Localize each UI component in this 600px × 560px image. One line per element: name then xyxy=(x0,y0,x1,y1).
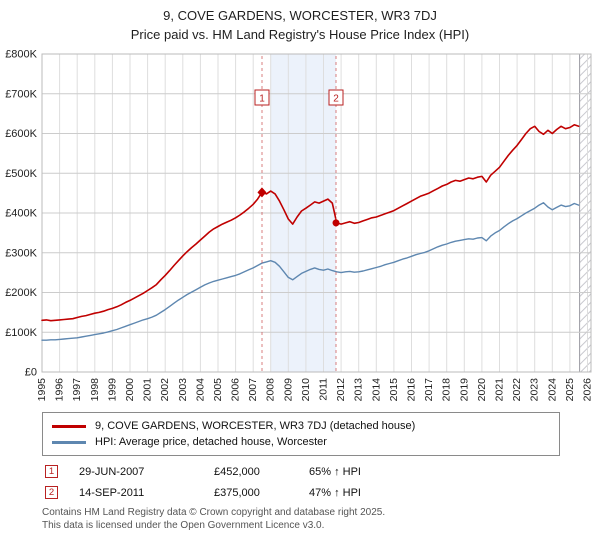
y-tick-label: £300K xyxy=(5,247,37,259)
y-tick-label: £700K xyxy=(5,88,37,100)
x-tick-label: 2001 xyxy=(142,378,154,402)
sale-marker-badge-label: 2 xyxy=(333,94,339,105)
page-subtitle: Price paid vs. HM Land Registry's House … xyxy=(130,27,470,42)
x-tick-label: 1998 xyxy=(89,378,101,402)
x-tick-label: 2013 xyxy=(353,378,365,402)
x-tick-label: 2002 xyxy=(159,378,171,402)
chart-legend: 9, COVE GARDENS, WORCESTER, WR3 7DJ (det… xyxy=(42,412,560,456)
series-line-hpi xyxy=(41,201,580,341)
x-tick-label: 2010 xyxy=(300,378,312,402)
sale-2-hpi-delta: 47% ↑ HPI xyxy=(309,486,361,499)
legend-label-hpi: HPI: Average price, detached house, Worc… xyxy=(95,436,327,448)
y-tick-label: £200K xyxy=(5,287,37,299)
sale-marker-badge xyxy=(328,89,344,106)
sale-annotations: 1 29-JUN-2007 £452,000 65% ↑ HPI 2 14-SE… xyxy=(45,465,600,499)
legend-swatch-property xyxy=(52,424,86,428)
sale-point xyxy=(257,187,267,198)
sale-2-badge: 2 xyxy=(45,486,58,499)
x-tick-label: 2024 xyxy=(546,378,558,402)
sale-1-date: 29-JUN-2007 xyxy=(79,465,145,478)
footer-line-2: This data is licensed under the Open Gov… xyxy=(42,519,325,531)
legend-label-property: 9, COVE GARDENS, WORCESTER, WR3 7DJ (det… xyxy=(95,420,416,432)
x-tick-label: 2012 xyxy=(335,378,347,402)
x-tick-label: 2004 xyxy=(194,378,206,402)
x-tick-label: 2016 xyxy=(406,378,418,402)
x-tick-label: 2023 xyxy=(529,378,541,402)
x-tick-label: 2015 xyxy=(388,378,400,402)
x-tick-label: 2018 xyxy=(441,378,453,402)
x-tick-label: 1997 xyxy=(71,378,83,402)
x-tick-label: 2003 xyxy=(177,378,189,402)
x-tick-label: 2008 xyxy=(265,378,277,402)
price-history-chart: £0 £100K £200K £300K £400K £500K £600K £700K £80… xyxy=(5,49,594,402)
copyright-footer: Contains HM Land Registry data © Crown c… xyxy=(42,507,600,532)
page-title: 9, COVE GARDENS, WORCESTER, WR3 7DJ xyxy=(163,8,437,23)
y-tick-label: £0 xyxy=(25,367,37,379)
x-tick-label: 1999 xyxy=(106,378,118,402)
sale-1-badge: 1 xyxy=(45,465,58,478)
sale-1-price: £452,000 xyxy=(214,465,260,478)
x-tick-label: 2009 xyxy=(282,378,294,402)
x-tick-label: 2006 xyxy=(230,378,242,402)
y-tick-label: £400K xyxy=(5,208,37,220)
legend-item-hpi: HPI: Average price, detached house, Worc… xyxy=(52,434,550,450)
y-tick-label: £600K xyxy=(5,128,37,140)
y-tick-label: £800K xyxy=(5,49,37,61)
x-tick-label: 2000 xyxy=(124,378,136,402)
sale-marker-badge-label: 1 xyxy=(259,94,265,105)
series-line-property xyxy=(41,124,580,322)
x-tick-label: 1996 xyxy=(54,378,66,402)
x-tick-label: 2025 xyxy=(564,378,576,402)
legend-swatch-hpi xyxy=(52,440,86,444)
sale-row-2: 2 14-SEP-2011 £375,000 47% ↑ HPI xyxy=(45,486,600,499)
x-tick-label: 2021 xyxy=(494,378,506,402)
x-tick-label: 2017 xyxy=(423,378,435,402)
x-tick-label: 2019 xyxy=(458,378,470,402)
x-tick-label: 2011 xyxy=(318,378,330,401)
sale-2-date: 14-SEP-2011 xyxy=(79,486,145,499)
sale-row-1: 1 29-JUN-2007 £452,000 65% ↑ HPI xyxy=(45,465,600,478)
sale-point xyxy=(332,219,340,227)
y-tick-label: £500K xyxy=(5,168,37,180)
x-tick-label: 2022 xyxy=(511,378,523,402)
x-tick-label: 2020 xyxy=(476,378,488,402)
x-tick-label: 2026 xyxy=(582,378,594,402)
y-tick-label: £100K xyxy=(5,327,37,339)
x-tick-label: 1995 xyxy=(36,378,48,402)
x-tick-label: 2007 xyxy=(247,378,259,402)
footer-line-1: Contains HM Land Registry data © Crown c… xyxy=(42,507,386,518)
sale-marker-badge xyxy=(254,89,270,106)
legend-item-property: 9, COVE GARDENS, WORCESTER, WR3 7DJ (det… xyxy=(52,418,550,434)
sale-2-price: £375,000 xyxy=(214,486,260,499)
x-tick-label: 2005 xyxy=(212,378,224,402)
x-tick-label: 2014 xyxy=(370,378,382,402)
sale-1-hpi-delta: 65% ↑ HPI xyxy=(309,465,361,478)
